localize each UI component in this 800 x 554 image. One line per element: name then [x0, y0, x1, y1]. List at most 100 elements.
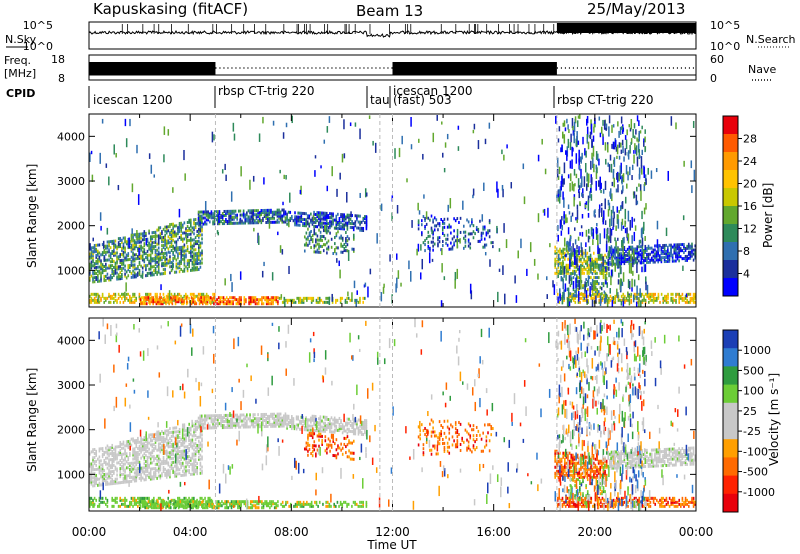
- echo-cell: [169, 471, 171, 475]
- echo-cell: [132, 451, 134, 455]
- echo-cell: [172, 452, 174, 456]
- echo-cell: [675, 300, 677, 304]
- echo-speckle: [282, 132, 285, 139]
- echo-cell: [605, 269, 608, 273]
- echo-cell: [181, 449, 184, 453]
- echo-cell: [154, 236, 157, 240]
- echo-cell: [663, 243, 666, 247]
- echo-cell: [125, 276, 128, 280]
- echo-cell: [89, 252, 91, 256]
- echo-cell: [231, 217, 234, 221]
- echo-cell: [675, 251, 677, 255]
- echo-speckle: [613, 211, 615, 219]
- echo-cell: [591, 267, 593, 271]
- echo-cell: [464, 234, 467, 238]
- echo-cell: [662, 246, 664, 250]
- echo-cell: [178, 246, 181, 250]
- echo-speckle: [576, 254, 578, 259]
- echo-cell: [97, 279, 99, 283]
- echo-cell: [101, 292, 104, 296]
- echo-cell: [257, 215, 259, 219]
- echo-cell: [308, 224, 311, 228]
- echo-speckle: [172, 187, 174, 193]
- echo-speckle: [136, 271, 139, 277]
- echo-cell: [153, 447, 155, 451]
- echo-cell: [667, 259, 669, 263]
- echo-cell: [159, 236, 162, 240]
- echo-cell: [166, 300, 169, 304]
- echo-cell: [165, 227, 168, 231]
- echo-cell: [686, 258, 688, 262]
- echo-cell: [559, 257, 561, 261]
- echo-speckle: [617, 184, 619, 193]
- echo-cell: [178, 266, 181, 270]
- echo-cell: [137, 467, 139, 471]
- echo-cell: [180, 443, 182, 447]
- echo-cell: [97, 273, 99, 277]
- echo-cell: [302, 224, 304, 228]
- echo-cell: [135, 473, 138, 477]
- echo-cell: [263, 212, 266, 216]
- echo-cell: [601, 269, 603, 273]
- echo-cell: [591, 290, 594, 294]
- echo-cell: [130, 443, 133, 447]
- echo-cell: [113, 253, 115, 257]
- echo-cell: [266, 216, 269, 220]
- echo-speckle: [224, 278, 226, 286]
- echo-cell: [284, 218, 287, 222]
- echo-speckle: [640, 156, 643, 167]
- echo-cell: [206, 300, 209, 304]
- echo-cell: [322, 249, 325, 253]
- echo-cell: [345, 239, 347, 243]
- echo-cell: [335, 216, 338, 220]
- echo-cell: [234, 215, 237, 219]
- echo-cell: [462, 224, 465, 228]
- echo-cell: [628, 257, 631, 261]
- echo-cell: [262, 302, 265, 306]
- echo-cell: [169, 245, 171, 249]
- echo-cell: [186, 249, 189, 253]
- echo-speckle: [522, 163, 525, 170]
- echo-cell: [169, 431, 171, 435]
- echo-cell: [676, 247, 679, 251]
- echo-cell: [106, 258, 109, 262]
- echo-cell: [162, 237, 165, 241]
- echo-cell: [193, 300, 196, 304]
- echo-cell: [109, 480, 112, 484]
- echo-cell: [289, 218, 292, 222]
- echo-cell: [172, 432, 174, 436]
- echo-cell: [303, 249, 306, 253]
- echo-cell: [196, 266, 199, 270]
- echo-cell: [343, 223, 346, 227]
- echo-speckle: [162, 262, 164, 267]
- echo-cell: [108, 244, 110, 248]
- echo-cell: [172, 450, 174, 454]
- echo-cell: [641, 255, 643, 259]
- echo-cell: [143, 452, 146, 456]
- echo-cell: [148, 300, 150, 304]
- nsky-label: N.Sky: [5, 33, 37, 46]
- echo-cell: [275, 220, 277, 224]
- echo-cell: [156, 458, 158, 462]
- echo-cell: [619, 298, 621, 302]
- echo-cell: [183, 451, 186, 455]
- echo-speckle: [574, 239, 577, 245]
- echo-cell: [228, 211, 230, 215]
- echo-cell: [124, 474, 126, 478]
- echo-cell: [346, 223, 349, 227]
- echo-cell: [170, 449, 173, 453]
- echo-cell: [167, 443, 170, 447]
- echo-cell: [149, 261, 152, 265]
- echo-speckle: [587, 173, 590, 183]
- echo-cell: [137, 248, 139, 252]
- echo-speckle: [622, 225, 625, 229]
- echo-speckle: [563, 266, 566, 275]
- echo-speckle: [473, 123, 476, 130]
- echo-cell: [186, 259, 189, 263]
- echo-cell: [145, 460, 147, 464]
- echo-cell: [129, 441, 131, 445]
- echo-cell: [297, 217, 299, 221]
- echo-cell: [647, 260, 650, 264]
- echo-cell: [332, 252, 335, 256]
